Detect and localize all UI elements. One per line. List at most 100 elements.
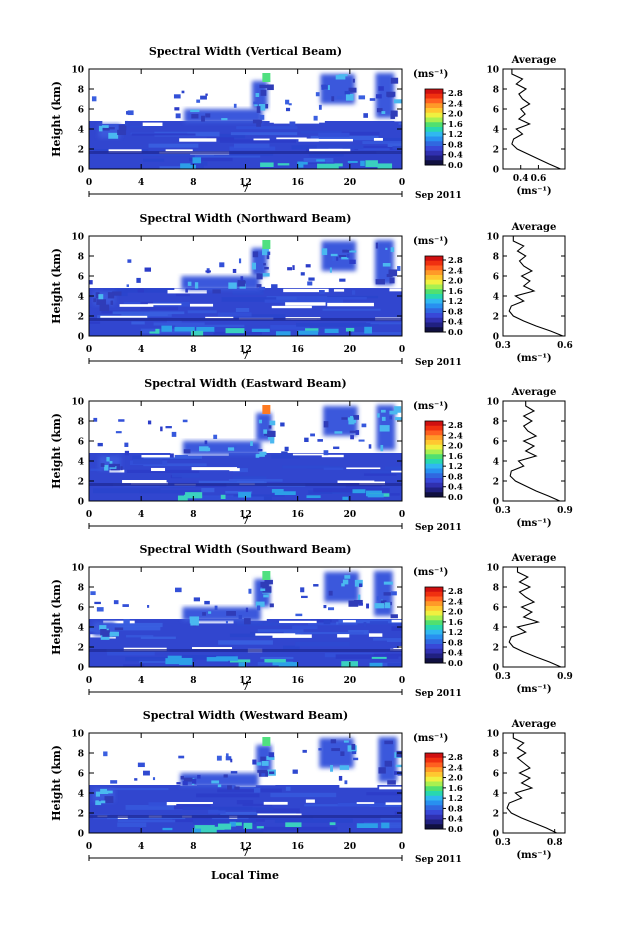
colorbar-swatch xyxy=(425,610,443,616)
heatmap-speck xyxy=(245,607,249,613)
heatmap-speck xyxy=(346,253,350,258)
heatmap-cell xyxy=(251,328,270,333)
avg-y-tick-label: 0 xyxy=(493,333,499,343)
heatmap-cell xyxy=(334,431,343,434)
heatmap-speck xyxy=(336,256,339,261)
heatmap-cell xyxy=(201,827,217,833)
heatmap-cell xyxy=(354,145,402,150)
heatmap-cell xyxy=(282,645,300,650)
colorbar-swatch xyxy=(425,810,443,816)
heatmap-cell xyxy=(184,164,196,169)
heatmap-cell xyxy=(232,289,264,295)
day-label: 7 xyxy=(242,185,248,195)
colorbar-label: 2.8 xyxy=(448,256,463,266)
avg-frame xyxy=(502,732,566,834)
x-tick-label: 16 xyxy=(291,842,304,852)
y-tick-label: 0 xyxy=(78,166,84,176)
heatmap-cell xyxy=(270,792,337,798)
heatmap-speck xyxy=(248,588,252,594)
heatmap-cell xyxy=(363,473,397,476)
heatmap-speck xyxy=(313,584,319,587)
heatmap-cloud xyxy=(181,276,260,290)
heatmap-gap xyxy=(257,813,302,817)
colorbar-swatch xyxy=(425,127,443,133)
heatmap-speck xyxy=(253,787,261,793)
colorbar-frame xyxy=(424,420,444,498)
heatmap-cell xyxy=(369,621,389,625)
heatmap-cell xyxy=(263,429,268,434)
heatmap-speck xyxy=(122,604,129,607)
colorbar-swatch xyxy=(425,487,443,493)
heatmap-cell xyxy=(310,135,379,141)
heatmap-cell xyxy=(201,488,215,493)
heatmap-cell xyxy=(384,602,391,609)
heatmap-speck xyxy=(97,442,103,447)
x-tick-label: 8 xyxy=(190,676,196,686)
heatmap-speck xyxy=(213,434,218,440)
heatmap-cell xyxy=(250,631,284,635)
colorbar-frame xyxy=(424,88,444,166)
colorbar-swatch xyxy=(425,596,443,602)
heatmap-cell xyxy=(106,457,110,462)
heatmap-gap xyxy=(189,303,214,307)
heatmap-cell xyxy=(167,655,182,661)
colorbar-label: 2.4 xyxy=(448,99,463,109)
x-tick-label: 4 xyxy=(138,345,144,355)
heatmap-cell xyxy=(329,267,332,273)
y-tick-label: 4 xyxy=(78,126,84,136)
heatmap-speck xyxy=(339,278,346,282)
colorbar-swatch xyxy=(425,478,443,484)
heatmap-speck xyxy=(321,84,328,90)
heatmap-cell xyxy=(401,649,402,653)
heatmap-cell xyxy=(369,662,383,667)
heatmap-speck xyxy=(233,103,237,108)
y-tick-label: 2 xyxy=(78,313,84,323)
panel-2: Spectral Width (Northward Beam) 0 2 4 6 8 10 He… xyxy=(50,212,573,368)
colorbar-swatch xyxy=(425,795,443,801)
heatmap-cell xyxy=(127,469,200,473)
colorbar-swatch xyxy=(425,322,443,328)
heatmap-cell xyxy=(338,619,402,624)
heatmap-cell xyxy=(177,495,188,501)
heatmap-gap xyxy=(313,138,353,142)
heatmap-cell xyxy=(251,262,256,270)
heatmap-cell xyxy=(153,322,205,326)
heatmap-speck xyxy=(93,417,98,422)
panel-title: Spectral Width (Westward Beam) xyxy=(143,709,348,722)
colorbar-label: 2.0 xyxy=(448,277,463,287)
heatmap-speck xyxy=(353,757,359,761)
heatmap-cell xyxy=(190,619,199,626)
heatmap-cell xyxy=(383,581,393,585)
avg-x-label: (ms⁻¹) xyxy=(516,353,551,364)
heatmap-cell xyxy=(375,242,379,249)
heatmap-cell xyxy=(236,480,265,485)
colorbar-swatch xyxy=(425,591,443,597)
heatmap-cell xyxy=(236,800,254,805)
heatmap-cell xyxy=(316,159,325,162)
colorbar-label: 0.0 xyxy=(448,161,463,171)
colorbar-label: 0.8 xyxy=(448,638,463,648)
heatmap-speck xyxy=(143,770,150,776)
colorbar-label: 1.2 xyxy=(448,628,463,638)
heatmap-cell xyxy=(274,491,296,496)
heatmap-cell xyxy=(132,458,163,464)
heatmap-cell xyxy=(377,413,380,418)
avg-x-tick-label: 0.3 xyxy=(495,672,511,682)
heatmap-speck xyxy=(124,442,129,447)
heatmap-cell xyxy=(262,248,269,256)
heatmap-cell xyxy=(229,821,236,827)
heatmap-cell xyxy=(90,468,102,472)
heatmap-cell xyxy=(220,811,297,815)
heatmap-cell xyxy=(339,765,350,770)
avg-title: Average xyxy=(511,553,557,564)
heatmap-cell xyxy=(400,793,402,798)
heatmap-cell xyxy=(162,827,173,831)
heatmap-cell xyxy=(256,284,262,288)
y-tick-label: 10 xyxy=(71,730,84,740)
heatmap-cell xyxy=(296,322,371,327)
heatmap-gap xyxy=(179,138,217,142)
heatmap-cell xyxy=(217,788,282,793)
day-label: 7 xyxy=(242,683,248,693)
heatmap-cell xyxy=(171,473,200,478)
heatmap-gap xyxy=(298,138,319,142)
